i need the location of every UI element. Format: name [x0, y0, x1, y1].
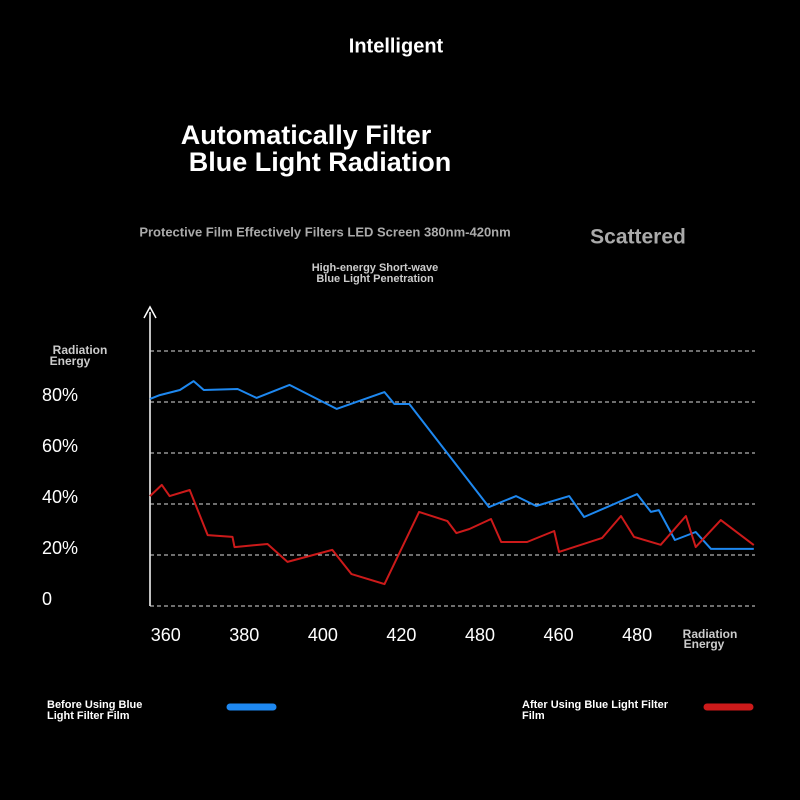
- data-line: [149, 380, 754, 550]
- header: Intelligent: [349, 35, 444, 57]
- side-label: Scattered: [590, 226, 686, 249]
- axis-arrow: [143, 305, 157, 319]
- annotation: Blue Light Penetration: [316, 273, 434, 285]
- data-line: [149, 483, 755, 586]
- y-axis-label: Energy: [50, 354, 91, 368]
- x-tick-label: 480: [465, 625, 495, 645]
- x-tick-label: 360: [151, 625, 181, 645]
- subtitle: Protective Film Effectively Filters LED …: [139, 224, 510, 239]
- x-tick-label: 420: [386, 625, 416, 645]
- x-tick-label: 460: [544, 625, 574, 645]
- y-axis-label: Radiation: [53, 343, 108, 357]
- legend-label: After Using Blue Light Filter Film: [522, 699, 669, 722]
- y-tick-label: 20%: [42, 538, 78, 558]
- x-tick-label: 380: [229, 625, 259, 645]
- legend-label: Before Using Blue Light Filter Film: [47, 699, 143, 722]
- title-line: Automatically Filter: [181, 120, 432, 150]
- x-axis-label: Radiation: [683, 627, 738, 641]
- y-tick-label: 60%: [42, 436, 78, 456]
- y-tick-label: 80%: [42, 385, 78, 405]
- title-line: Blue Light Radiation: [189, 147, 452, 177]
- y-tick-label: 40%: [42, 487, 78, 507]
- x-tick-label: 480: [622, 625, 652, 645]
- annotation: High-energy Short-wave: [312, 262, 439, 274]
- x-tick-label: 400: [308, 625, 338, 645]
- y-tick-label: 0: [42, 589, 52, 609]
- x-axis-label: Energy: [684, 637, 725, 651]
